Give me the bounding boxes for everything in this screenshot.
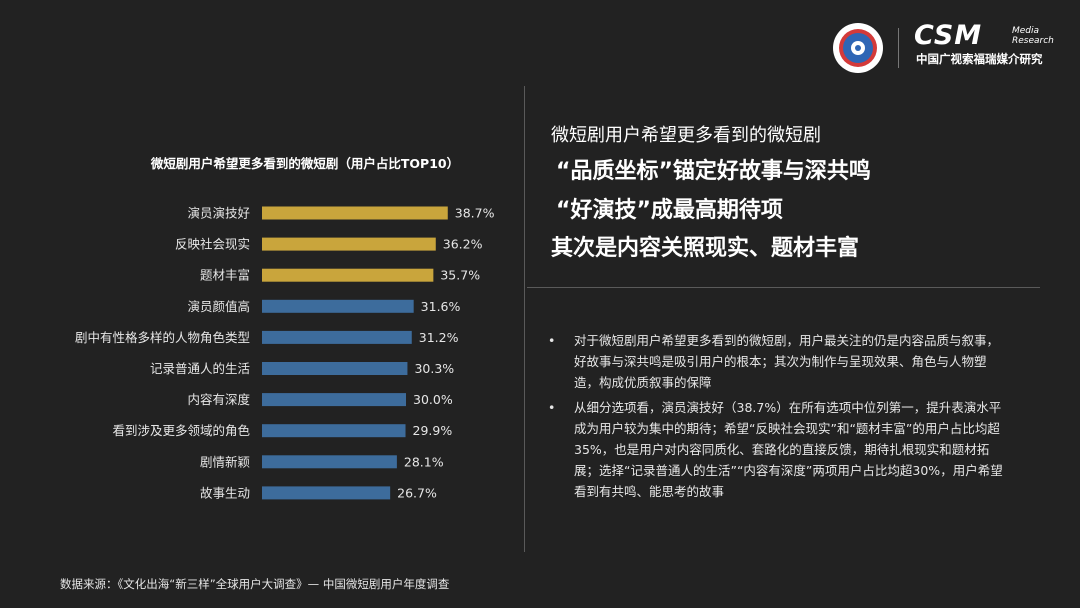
category-label: 剧情新颖 bbox=[200, 454, 250, 469]
value-label: 31.2% bbox=[419, 330, 459, 345]
bar bbox=[262, 486, 391, 500]
bar bbox=[262, 268, 434, 282]
category-label: 反映社会现实 bbox=[175, 237, 250, 252]
horizontal-divider bbox=[527, 287, 1040, 288]
brand-sub-line2: Research bbox=[1012, 36, 1054, 46]
category-label: 演员颜值高 bbox=[187, 299, 250, 314]
bar bbox=[262, 393, 406, 407]
bullet-dot-icon: • bbox=[548, 333, 556, 348]
bullet-item: • 从细分选项看，演员演技好（38.7%）在所有选项中位列第一，提升表演水平成为… bbox=[548, 397, 1008, 502]
category-label: 题材丰富 bbox=[200, 268, 250, 283]
bar bbox=[262, 455, 397, 469]
vertical-divider bbox=[524, 86, 525, 552]
bullet-text: 对于微短剧用户希望更多看到的微短剧，用户最关注的仍是内容品质与叙事，好故事与深共… bbox=[574, 333, 1000, 390]
bar bbox=[262, 206, 448, 220]
value-label: 26.7% bbox=[397, 485, 437, 500]
logo-area: CSM Media Research 中国广视索福瑞媒介研究 bbox=[828, 18, 1068, 78]
category-label: 看到涉及更多领域的角色 bbox=[112, 423, 250, 438]
bullet-dot-icon: • bbox=[548, 400, 556, 415]
bullet-item: • 对于微短剧用户希望更多看到的微短剧，用户最关注的仍是内容品质与叙事，好故事与… bbox=[548, 330, 1008, 393]
bar bbox=[262, 299, 414, 313]
bullet-list: • 对于微短剧用户希望更多看到的微短剧，用户最关注的仍是内容品质与叙事，好故事与… bbox=[548, 330, 1008, 506]
broadcast-emblem-icon bbox=[833, 23, 883, 73]
category-label: 剧中有性格多样的人物角色类型 bbox=[75, 330, 250, 345]
category-label: 记录普通人的生活 bbox=[150, 361, 250, 376]
source-note: 数据来源：《文化出海“新三样”全球用户大调查》— 中国微短剧用户年度调查 bbox=[60, 577, 450, 591]
brand-sub-line1: Media bbox=[1012, 26, 1040, 36]
panel-headline-1: “品质坐标”锚定好故事与深共鸣 bbox=[556, 159, 871, 184]
bar bbox=[262, 362, 408, 375]
category-label: 演员演技好 bbox=[187, 206, 250, 221]
bullet-text: 从细分选项看，演员演技好（38.7%）在所有选项中位列第一，提升表演水平成为用户… bbox=[574, 400, 1003, 499]
category-label: 故事生动 bbox=[200, 485, 250, 500]
bar bbox=[262, 330, 412, 344]
category-label: 内容有深度 bbox=[187, 392, 250, 407]
value-label: 30.0% bbox=[413, 392, 453, 407]
panel-headline-3: 其次是内容关照现实、题材丰富 bbox=[551, 236, 860, 261]
panel-headline-2: “好演技”成最高期待项 bbox=[556, 198, 783, 223]
bar bbox=[262, 237, 436, 251]
value-label: 29.9% bbox=[413, 423, 453, 438]
panel-subtitle: 微短剧用户希望更多看到的微短剧 bbox=[551, 125, 821, 146]
value-label: 28.1% bbox=[404, 454, 444, 469]
brand-subtitle: Media Research bbox=[1012, 26, 1054, 46]
value-label: 35.7% bbox=[440, 268, 480, 283]
brand-cn-name: 中国广视索福瑞媒介研究 bbox=[916, 52, 1043, 66]
logo-divider bbox=[898, 28, 899, 68]
brand-logo: CSM bbox=[914, 20, 983, 51]
value-label: 36.2% bbox=[443, 237, 483, 252]
value-label: 38.7% bbox=[455, 206, 495, 221]
bar bbox=[262, 424, 406, 438]
chart-title: 微短剧用户希望更多看到的微短剧（用户占比TOP10） bbox=[150, 156, 460, 171]
value-label: 30.3% bbox=[414, 361, 454, 376]
value-label: 31.6% bbox=[421, 299, 461, 314]
bar-chart: 演员演技好 38.7% 反映社会现实 36.2% 题材丰富 35.7% 演员颜值高 31.6%… bbox=[75, 206, 495, 501]
